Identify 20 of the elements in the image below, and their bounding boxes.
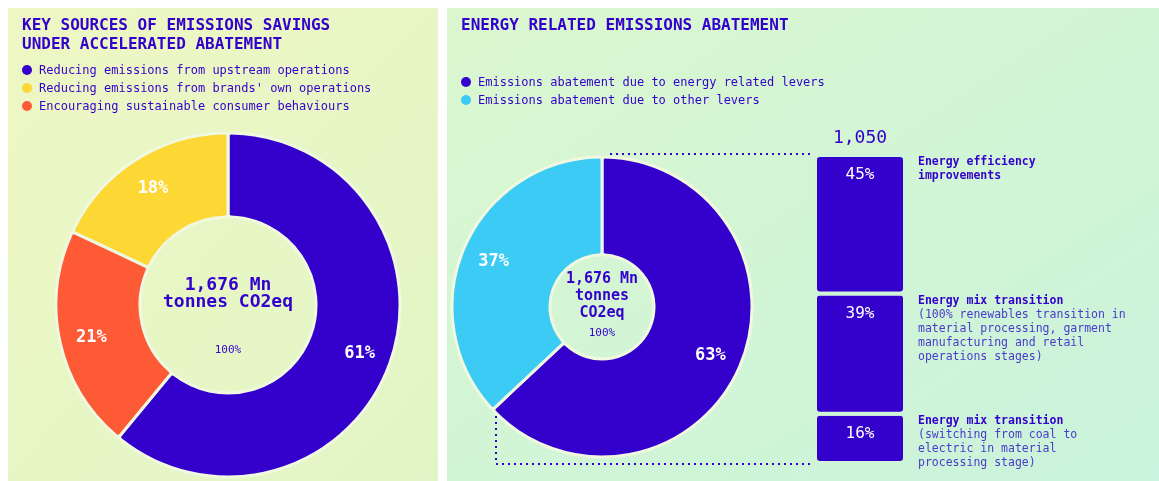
data-label: 39% bbox=[845, 302, 875, 322]
data-label: 21% bbox=[76, 325, 108, 346]
series-label: Energy mix transition bbox=[918, 292, 1064, 307]
series-label: Energy mix transition bbox=[918, 412, 1064, 427]
text: (100% renewables transition in material processing, garment manufacturing and retail operations stages) bbox=[918, 306, 1126, 363]
series-label: Energy efficiency improvements bbox=[918, 154, 1036, 182]
data-label: 45% bbox=[845, 164, 875, 183]
chart-title: ENERGY RELATED EMISSIONS ABATEMENT bbox=[461, 15, 789, 34]
text: 100% bbox=[214, 343, 242, 357]
chart-title: KEY SOURCES OF EMISSIONS SAVINGS UNDER ACCELERATED ABATEMENT bbox=[22, 15, 331, 53]
text: 1,676 Mn tonnes CO2eq bbox=[162, 273, 294, 311]
text: 1,050 bbox=[832, 126, 888, 147]
text: 100% bbox=[588, 325, 616, 339]
text: 1,676 Mn tonnes CO2eq bbox=[565, 269, 639, 321]
data-label: 63% bbox=[694, 343, 727, 364]
data-label: 16% bbox=[845, 422, 875, 442]
data-label: 37% bbox=[478, 250, 510, 271]
text: (switching from coal to electric in material processing stage) bbox=[918, 426, 1078, 469]
data-label: 18% bbox=[137, 176, 170, 197]
data-label: 61% bbox=[344, 342, 376, 363]
